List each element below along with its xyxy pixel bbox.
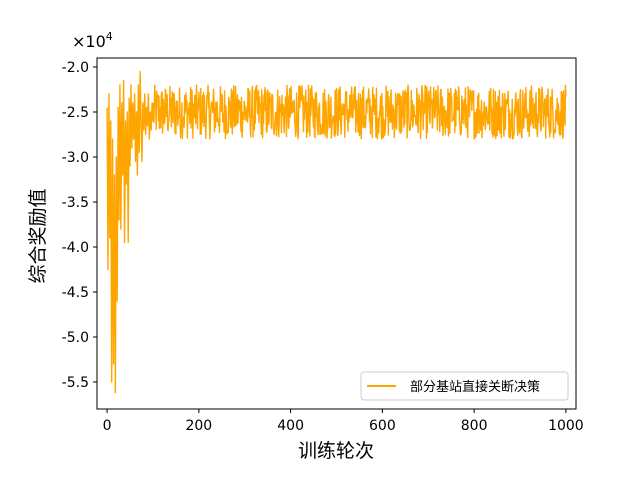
y-tick-label: -3.5 [62,195,89,211]
x-tick-label: 0 [103,418,112,434]
y-offset-label: ×104 [72,30,113,51]
y-tick-label: -5.5 [62,375,89,391]
x-axis-label: 训练轮次 [298,440,374,462]
y-tick-label: -4.5 [62,285,89,301]
y-tick-label: -2.5 [62,105,89,121]
legend: 部分基站直接关断决策 [360,371,569,401]
legend-box [360,371,569,401]
x-axis: 0 200 400 600 800 1000 [103,409,584,434]
y-axis: -2.0 -2.5 -3.0 -3.5 -4.0 -4.5 -5.0 -5.5 [62,60,97,391]
y-tick-label: -4.0 [62,240,89,256]
series-layer [106,70,567,394]
y-tick-label: -2.0 [62,60,89,76]
x-tick-label: 1000 [548,418,584,434]
series-line [106,70,567,394]
legend-entry-label: 部分基站直接关断决策 [410,379,540,395]
x-tick-label: 600 [369,418,396,434]
y-axis-label: 综合奖励值 [27,188,49,283]
y-tick-label: -5.0 [62,330,89,346]
x-tick-label: 800 [461,418,488,434]
y-tick-label: -3.0 [62,150,89,166]
y-offset-exponent: 4 [106,30,113,43]
x-tick-label: 400 [277,418,304,434]
x-tick-label: 200 [185,418,212,434]
